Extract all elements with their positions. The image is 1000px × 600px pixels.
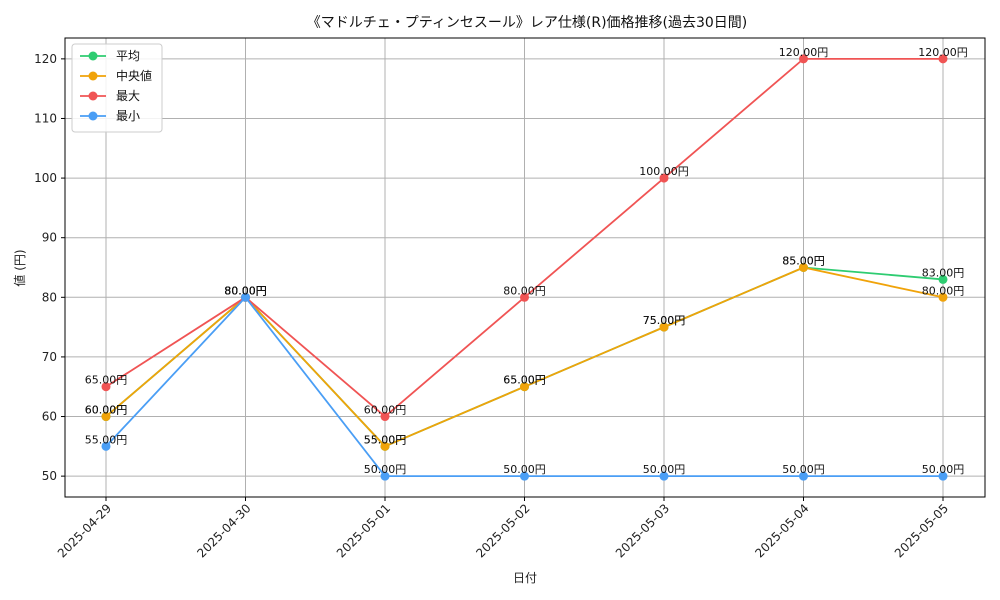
data-label: 83.00円 bbox=[922, 266, 965, 279]
data-point bbox=[659, 322, 669, 332]
x-tick-label: 2025-05-04 bbox=[752, 501, 811, 560]
data-label: 55.00円 bbox=[364, 433, 407, 446]
x-tick-label: 2025-04-30 bbox=[194, 501, 253, 560]
data-label: 50.00円 bbox=[503, 463, 546, 476]
y-tick-label: 100 bbox=[34, 171, 57, 185]
data-label: 75.00円 bbox=[643, 314, 686, 327]
data-label: 50.00円 bbox=[364, 463, 407, 476]
data-label: 80.00円 bbox=[224, 284, 267, 297]
data-point bbox=[520, 471, 529, 481]
data-label: 85.00円 bbox=[782, 255, 825, 268]
data-label: 60.00円 bbox=[85, 404, 128, 417]
data-point bbox=[241, 292, 250, 302]
data-label: 80.00円 bbox=[503, 284, 546, 297]
series-3 bbox=[101, 292, 948, 481]
y-tick-label: 80 bbox=[42, 290, 57, 304]
data-label: 65.00円 bbox=[85, 374, 128, 387]
legend-marker bbox=[88, 111, 98, 121]
data-label: 80.00円 bbox=[224, 284, 267, 297]
data-point bbox=[380, 412, 390, 422]
x-tick-label: 2025-04-29 bbox=[55, 501, 114, 560]
x-tick-label: 2025-05-01 bbox=[334, 501, 393, 560]
legend-label: 中央値 bbox=[116, 68, 152, 83]
data-label: 85.00円 bbox=[782, 255, 825, 268]
y-tick-label: 120 bbox=[34, 52, 57, 66]
grid bbox=[65, 38, 985, 497]
data-label: 80.00円 bbox=[224, 284, 267, 297]
y-tick-label: 110 bbox=[34, 111, 57, 125]
data-point bbox=[380, 471, 390, 481]
legend-item: 中央値 bbox=[80, 68, 152, 83]
legend-item: 最小 bbox=[80, 109, 140, 123]
data-label: 65.00円 bbox=[503, 374, 546, 387]
data-point bbox=[101, 441, 111, 451]
data-label: 60.00円 bbox=[364, 404, 407, 417]
data-point bbox=[799, 471, 808, 481]
data-point bbox=[938, 54, 948, 64]
data-label: 120.00円 bbox=[918, 46, 968, 59]
data-point bbox=[938, 274, 948, 284]
data-point bbox=[380, 441, 390, 451]
data-point bbox=[520, 292, 529, 302]
data-label: 60.00円 bbox=[85, 404, 128, 417]
chart-title: 《マドルチェ・プティンセスール》レア仕様(R)価格推移(過去30日間) bbox=[307, 15, 748, 31]
data-point bbox=[659, 471, 669, 481]
data-label: 100.00円 bbox=[639, 165, 689, 178]
data-label: 50.00円 bbox=[922, 463, 965, 476]
y-tick-label: 70 bbox=[42, 350, 57, 364]
x-axis-title: 日付 bbox=[513, 571, 537, 585]
x-tick-label: 2025-05-05 bbox=[892, 501, 951, 560]
legend-label: 最小 bbox=[116, 109, 140, 123]
data-label: 65.00円 bbox=[503, 374, 546, 387]
data-label: 75.00円 bbox=[643, 314, 686, 327]
axes: 50 60 70 80 90 100 110 120 2025-04-29 2025-04-30 2… bbox=[34, 37, 986, 560]
data-label: 55.00円 bbox=[85, 433, 128, 446]
y-tick-label: 90 bbox=[42, 231, 57, 245]
legend-label: 平均 bbox=[116, 49, 140, 63]
data-label: 55.00円 bbox=[364, 433, 407, 446]
series-layer bbox=[101, 54, 948, 481]
x-tick-label: 2025-05-03 bbox=[613, 501, 672, 560]
y-axis-title: 値 (円) bbox=[12, 249, 27, 286]
data-point bbox=[659, 173, 669, 183]
legend-marker bbox=[88, 91, 98, 101]
data-label: 120.00円 bbox=[779, 46, 829, 59]
legend-box bbox=[71, 43, 163, 133]
data-point bbox=[799, 263, 808, 272]
data-point bbox=[520, 382, 529, 392]
legend-label: 最大 bbox=[116, 89, 140, 103]
x-tick-label: 2025-05-02 bbox=[473, 501, 532, 560]
legend-marker bbox=[88, 71, 98, 81]
y-tick-label: 50 bbox=[42, 469, 57, 483]
data-label: 80.00円 bbox=[922, 284, 965, 297]
legend-marker bbox=[88, 51, 98, 61]
legend-item: 平均 bbox=[80, 49, 140, 63]
data-point bbox=[101, 412, 111, 422]
data-label: 50.00円 bbox=[643, 463, 686, 476]
y-tick-label: 60 bbox=[42, 410, 57, 424]
data-label: 50.00円 bbox=[782, 463, 825, 476]
data-point bbox=[101, 382, 111, 392]
data-labels: 60.00円 80.00円 55.00円 65.00円 75.00円 85.00円 83.0… bbox=[85, 46, 968, 476]
data-point bbox=[938, 292, 948, 302]
data-point bbox=[799, 54, 808, 64]
data-label: 80.00円 bbox=[224, 284, 267, 297]
legend-item: 最大 bbox=[80, 89, 140, 103]
data-point bbox=[938, 471, 948, 481]
